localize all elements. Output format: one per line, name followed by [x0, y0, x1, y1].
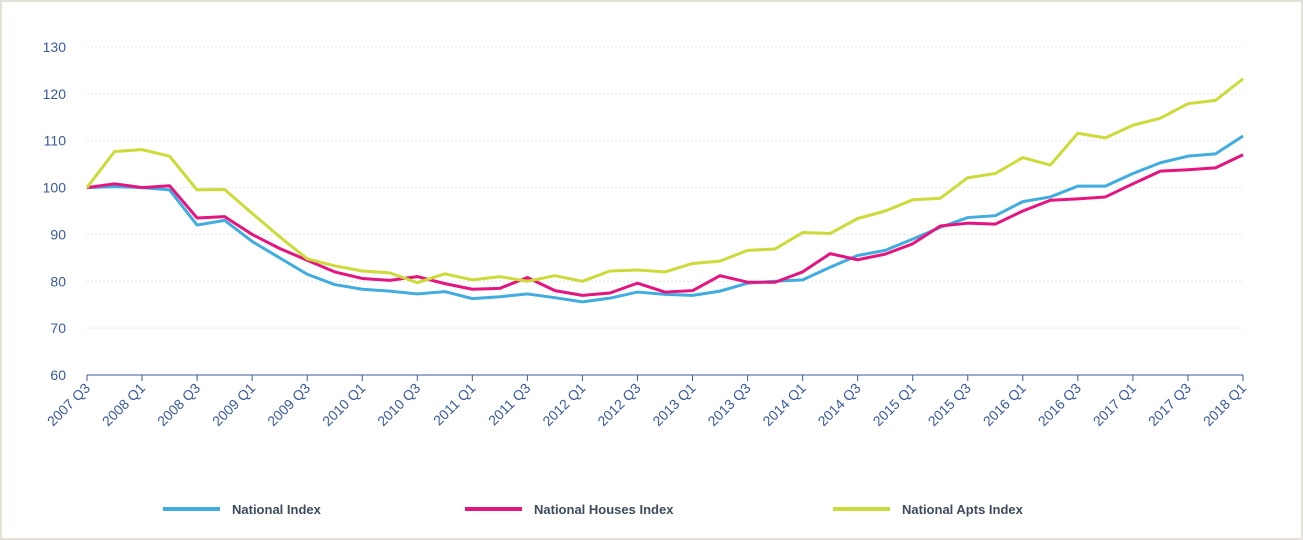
line-series — [85, 77, 1244, 285]
y-tick-label: 60 — [50, 367, 66, 383]
legend-label: National Apts Index — [902, 502, 1024, 517]
y-tick-label: 130 — [43, 39, 67, 55]
y-tick-label: 70 — [50, 320, 66, 336]
legend-label: National Index — [232, 502, 322, 517]
legend-label: National Houses Index — [534, 502, 674, 517]
line-series — [86, 134, 1244, 304]
y-tick-label: 90 — [50, 226, 66, 242]
y-tick-label: 110 — [44, 133, 67, 149]
y-tick-label: 120 — [43, 86, 67, 102]
y-tick-label: 80 — [50, 273, 66, 289]
y-tick-label: 100 — [43, 180, 67, 196]
line-series — [86, 153, 1244, 297]
